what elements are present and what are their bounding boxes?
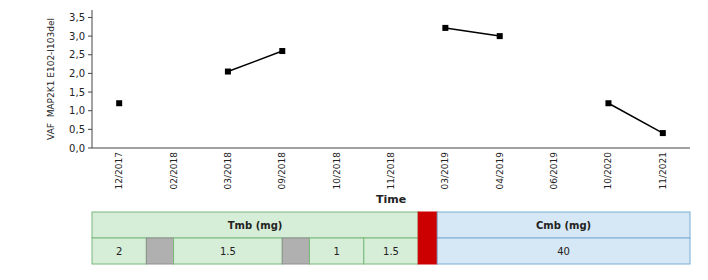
marker [442,25,448,31]
y-tick [88,73,92,74]
cmb-dose-label: 40 [557,246,570,257]
x-tick-label: 03/2018 [223,152,233,190]
tmb-dose-label: 1.5 [383,246,399,257]
y-tick-label: 1,0 [69,105,85,116]
line [608,103,662,133]
switch-marker [418,212,437,238]
tmb-dose-period [92,238,146,264]
chart: 0,0 0,5 1,0 1,5 2,0 2,5 3,0 3,5 VAF MAP2K1 E102-… [0,0,708,280]
tmb-dose-period [309,238,363,264]
y-tick [88,92,92,93]
y-tick [88,129,92,130]
y-tick-label: 2,5 [69,49,85,60]
x-axis-line [92,148,690,149]
tmb-header [92,212,418,238]
tmb-dose-period [364,238,418,264]
y-tick-label: 2,0 [69,68,85,79]
tmb-pause [282,238,309,264]
x-tick-label: 10/2020 [603,152,613,190]
x-axis-label: Time [376,193,406,206]
x-tick-label: 11/2018 [386,152,396,190]
plot-area [116,25,666,136]
line [228,51,282,72]
marker [605,100,611,106]
marker [497,33,503,39]
x-tick-label: 09/2018 [277,152,287,190]
y-tick [88,110,92,111]
cmb-label: Cmb (mg) [536,220,591,231]
cmb-header [437,212,690,238]
y-tick-label: 3,0 [69,31,85,42]
marker [279,48,285,54]
line [445,28,499,36]
tmb-dose-period [174,238,283,264]
switch-marker [418,238,437,264]
marker [660,130,666,136]
x-tick-label: 03/2019 [440,152,450,190]
x-tick-label: 12/2017 [114,152,124,189]
marker [225,69,231,75]
x-tick-label: 10/2018 [332,152,342,190]
y-axis-line [92,10,93,148]
y-tick-label: 1,5 [69,87,85,98]
cmb-dose-period [437,238,690,264]
tmb-dose-label: 1.5 [220,246,236,257]
tmb-pause [146,238,173,264]
x-tick-label: 02/2018 [169,152,179,190]
y-tick [88,17,92,18]
tmb-label: Tmb (mg) [228,220,283,231]
y-tick [88,54,92,55]
x-tick-label: 04/2019 [495,152,505,190]
y-tick-label: 3,5 [69,12,85,23]
tmb-dose-label: 2 [116,246,122,257]
y-tick [88,148,92,149]
tmb-dose-label: 1 [333,246,339,257]
y-tick-label: 0,0 [69,143,85,154]
x-tick-label: 06/2019 [549,152,559,190]
x-tick-label: 11/2021 [658,152,668,189]
y-tick [88,36,92,37]
y-axis-label: VAF MAP2K1 E102-I103del [46,18,56,140]
y-tick-label: 0,5 [69,124,85,135]
marker [116,100,122,106]
